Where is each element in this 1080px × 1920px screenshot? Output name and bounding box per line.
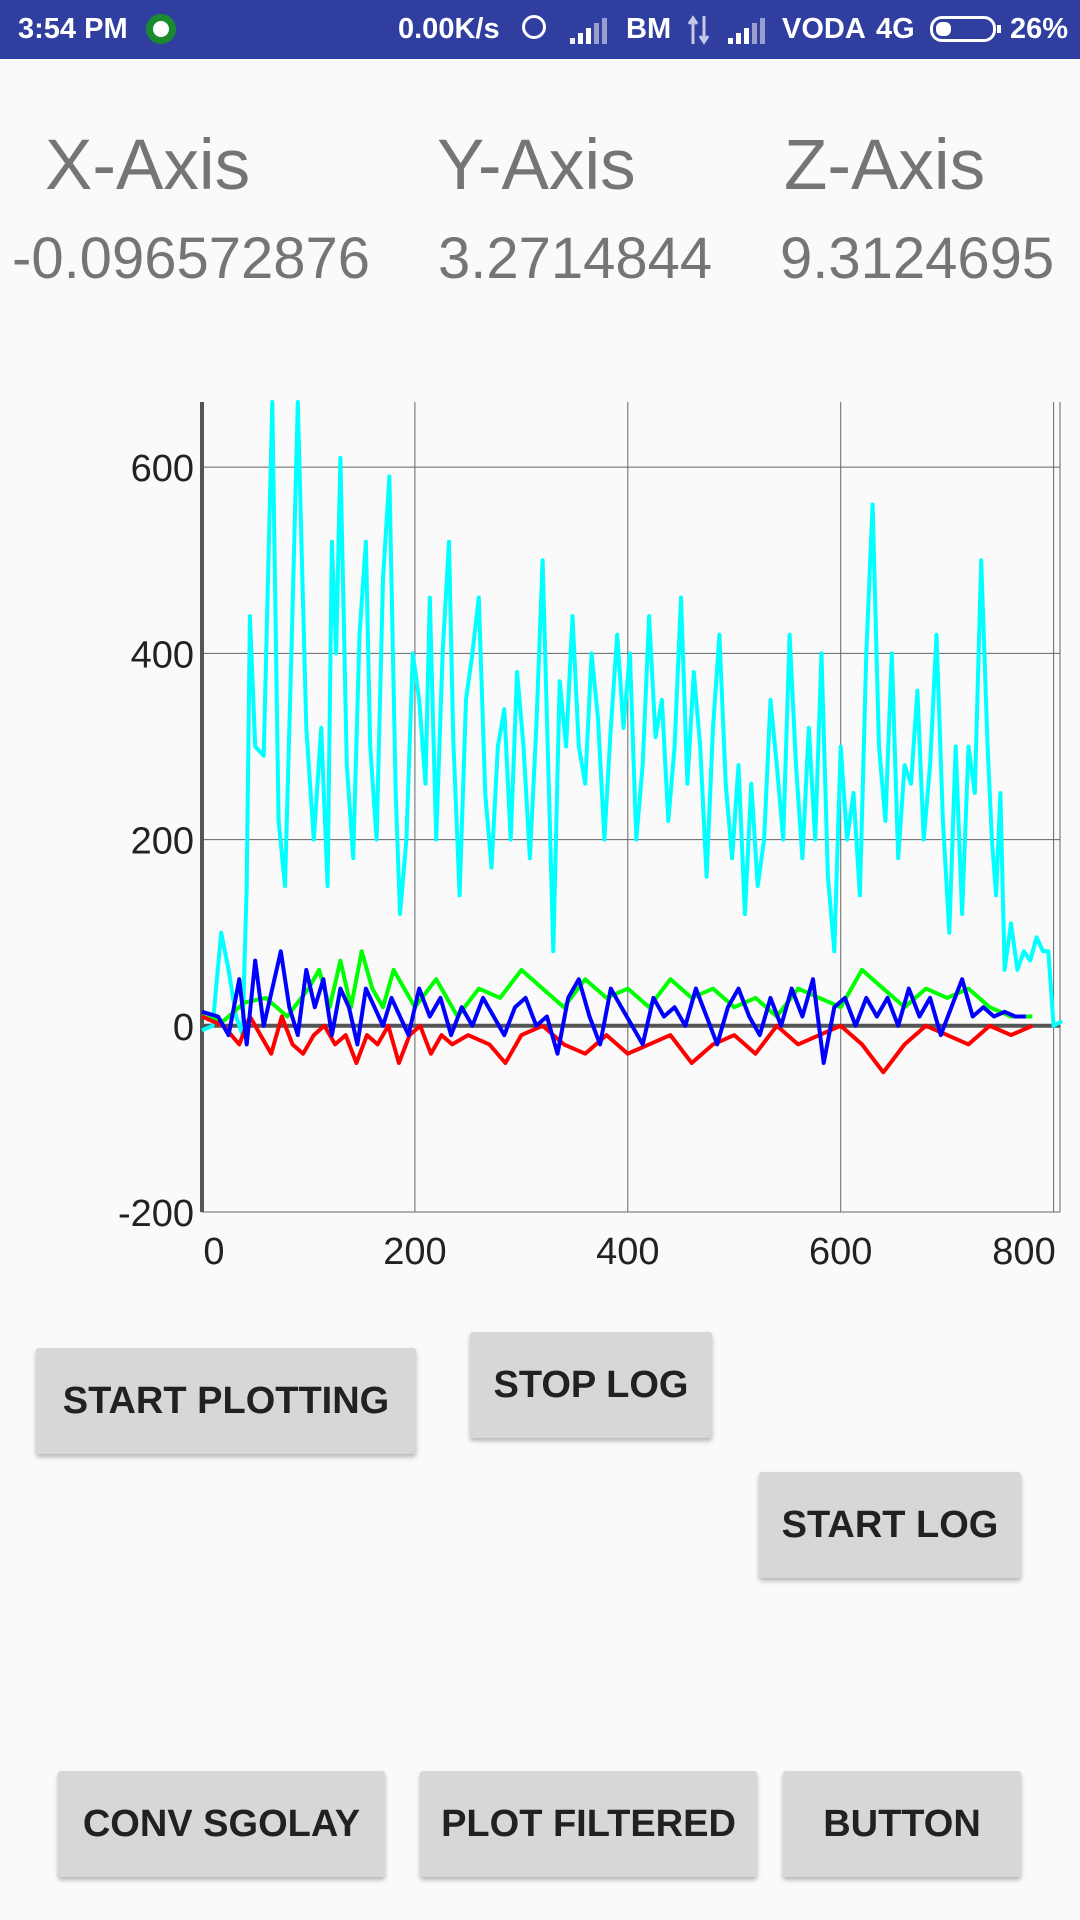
x-tick-label: 0 [203,1231,224,1273]
button[interactable]: BUTTON [783,1771,1021,1877]
x-tick-label: 200 [383,1231,446,1273]
stop-log-button[interactable]: STOP LOG [470,1332,712,1438]
battery-percent: 26% [1010,13,1069,45]
y-tick-label: 200 [131,821,194,863]
y-axis-title: Y-Axis [437,126,636,205]
status-bar: 3:54 PM 0.00K/s BM VODA 4G 26% [0,0,1080,59]
y-tick-label: 0 [173,1007,194,1049]
carrier-1: BM [626,13,672,45]
z-axis-title: Z-Axis [784,126,986,205]
plot-filtered-button[interactable]: PLOT FILTERED [420,1771,757,1877]
x-tick-label: 800 [992,1231,1055,1273]
start-log-button[interactable]: START LOG [759,1472,1021,1578]
x-tick-label: 600 [809,1231,872,1273]
y-axis-value: 3.2714844 [438,226,713,291]
start-plotting-button[interactable]: START PLOTTING [36,1348,416,1454]
y-tick-label: 400 [131,634,194,676]
signal-icon [570,18,612,44]
y-tick-label: 600 [131,448,194,490]
data-arrows-icon [688,15,710,45]
alarm-icon [522,15,546,39]
carrier-2: VODA [782,13,866,45]
x-tick-label: 400 [596,1231,659,1273]
status-time: 3:54 PM [18,13,128,45]
series-line-2 [201,1014,1034,1075]
series-line-3 [201,949,1026,1065]
series-line-0 [201,400,1064,1038]
network-speed: 0.00K/s [398,13,500,45]
network-type: 4G [876,13,915,45]
conv-sgolay-button[interactable]: CONV SGOLAY [58,1771,385,1877]
battery-icon [930,16,1001,42]
signal-icon-2 [728,18,770,44]
whatsapp-icon [146,14,176,44]
series-line-1 [201,949,1033,1024]
x-axis-title: X-Axis [45,126,251,205]
z-axis-value: 9.3124695 [780,226,1055,291]
x-axis-value: -0.096572876 [12,226,370,291]
y-tick-label: -200 [118,1193,194,1235]
